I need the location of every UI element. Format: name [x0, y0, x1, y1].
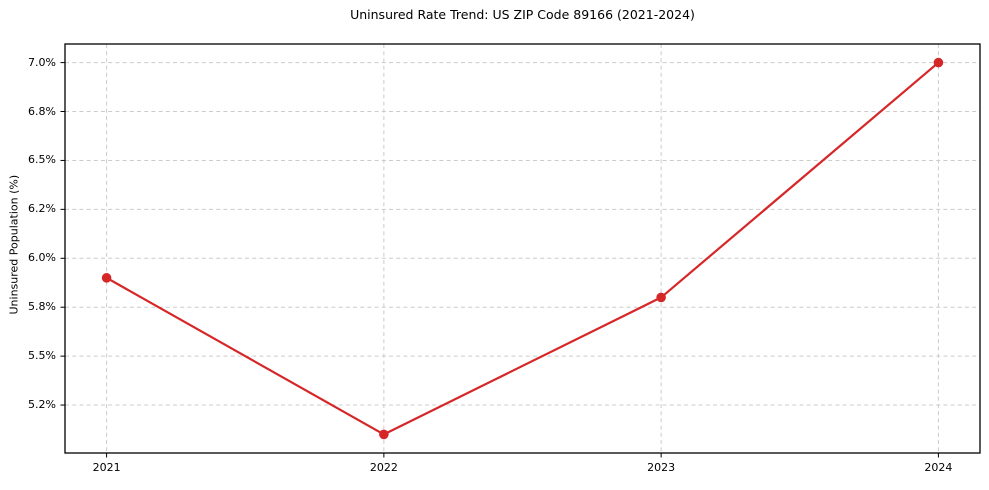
x-tick-label: 2021 — [92, 461, 121, 474]
y-tick-label: 5.8% — [28, 300, 56, 314]
x-tick-label: 2023 — [647, 461, 676, 474]
y-tick-label: 6.0% — [28, 251, 56, 265]
y-tick-label: 6.8% — [28, 104, 56, 118]
data-point-2021 — [101, 273, 112, 283]
y-tick-label: 5.5% — [28, 349, 56, 363]
y-tick-label: 5.2% — [28, 398, 56, 412]
trend-line — [105, 61, 940, 436]
plot-frame — [64, 43, 981, 454]
y-tick-label: 7.0% — [28, 55, 56, 69]
data-point-2024 — [933, 57, 944, 68]
data-point-2023 — [656, 292, 666, 303]
chart-title: Uninsured Rate Trend: US ZIP Code 89166 … — [350, 7, 695, 22]
x-tick-label: 2022 — [369, 461, 398, 474]
data-point-2022 — [379, 429, 389, 440]
y-tick-label: 6.2% — [28, 202, 56, 216]
x-tick-label: 2024 — [924, 461, 953, 474]
y-tick-label: 6.5% — [28, 153, 56, 167]
